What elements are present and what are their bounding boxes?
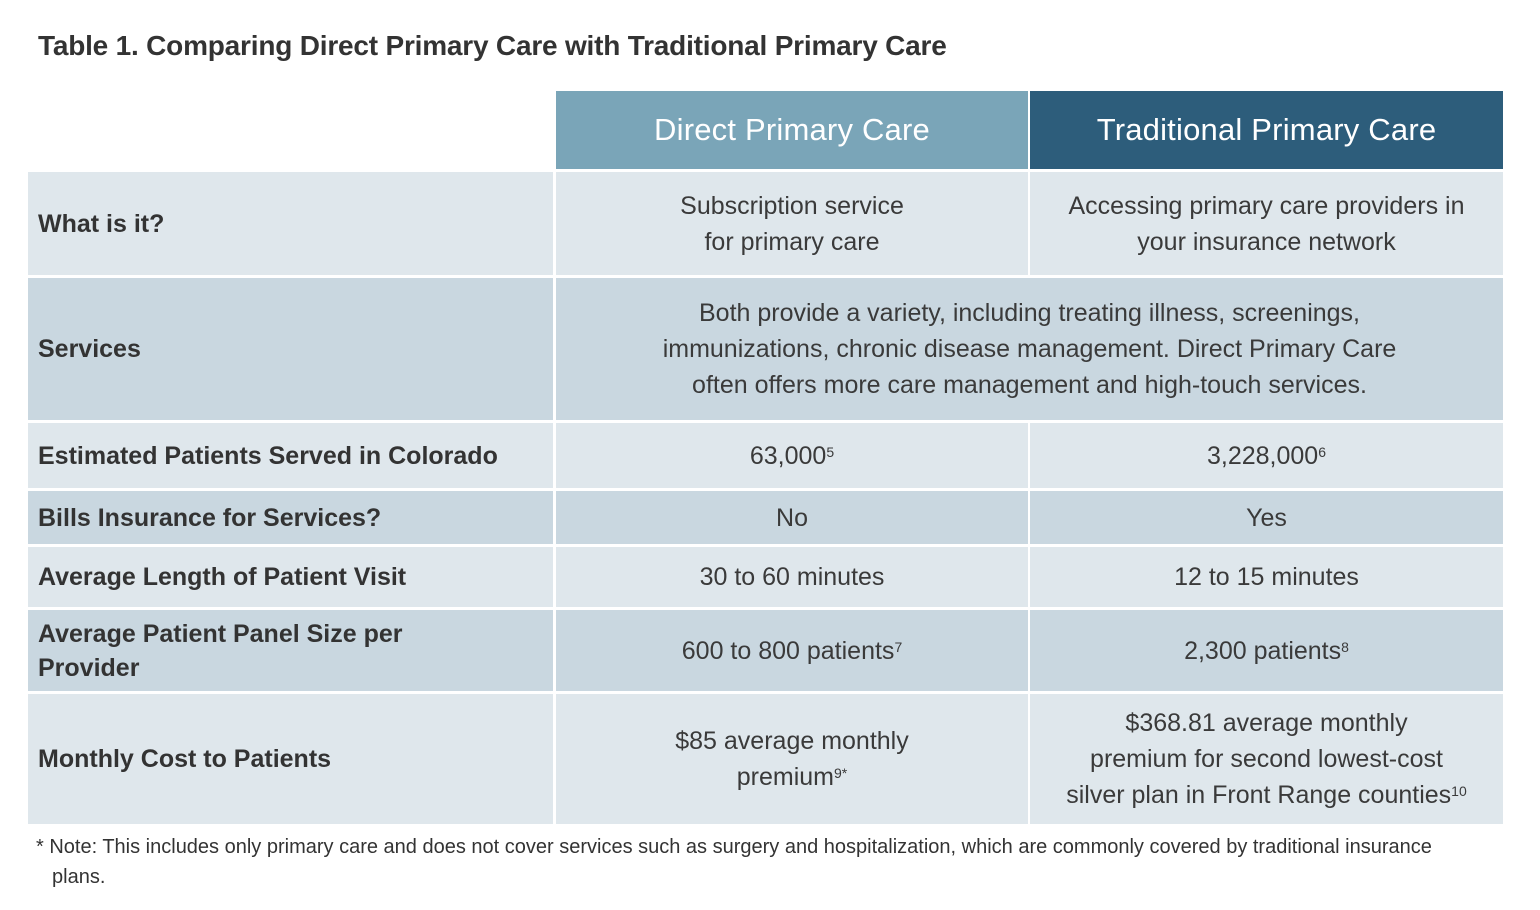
cell-text: 2,300 patients bbox=[1184, 636, 1342, 665]
cell-text: 600 to 800 patients bbox=[681, 636, 895, 665]
cell-bills-tpc: Yes bbox=[1030, 488, 1503, 544]
footnote-ref: 5 bbox=[826, 443, 835, 460]
row-label-monthly-cost: Monthly Cost to Patients bbox=[28, 691, 556, 824]
cell-visit-tpc: 12 to 15 minutes bbox=[1030, 544, 1503, 607]
row-label-what-is-it: What is it? bbox=[28, 169, 556, 275]
cell-patients-tpc: 3,228,0006 bbox=[1030, 420, 1503, 488]
row-label-patients: Estimated Patients Served in Colorado bbox=[28, 420, 556, 488]
table-row-patients: Estimated Patients Served in Colorado 63… bbox=[28, 420, 1503, 488]
row-label-panel-size: Average Patient Panel Size per Provider bbox=[28, 607, 556, 691]
table-row-services: Services Both provide a variety, includi… bbox=[28, 275, 1503, 420]
cell-services-both: Both provide a variety, including treati… bbox=[556, 275, 1503, 420]
cell-bills-dpc: No bbox=[556, 488, 1030, 544]
table-row-monthly-cost: Monthly Cost to Patients $85 average mon… bbox=[28, 691, 1503, 824]
cell-text: Accessing primary care providers in bbox=[1068, 191, 1465, 220]
cell-text: premium bbox=[736, 763, 834, 791]
cell-what-tpc: Accessing primary care providers in your… bbox=[1030, 169, 1503, 275]
footnote-ref: 9* bbox=[834, 765, 848, 781]
cell-text: Subscription service bbox=[680, 191, 904, 220]
cell-text: immunizations, chronic disease managemen… bbox=[662, 335, 1397, 363]
cell-text: your insurance network bbox=[1137, 227, 1396, 256]
table-row-panel-size: Average Patient Panel Size per Provider … bbox=[28, 607, 1503, 691]
footnote-ref: 8 bbox=[1341, 638, 1349, 655]
cell-text: silver plan in Front Range counties bbox=[1066, 781, 1452, 809]
cell-text: $368.81 average monthly bbox=[1125, 709, 1408, 737]
row-label-bills-insurance: Bills Insurance for Services? bbox=[28, 488, 556, 544]
row-label-text: Provider bbox=[38, 653, 140, 682]
cell-patients-dpc: 63,0005 bbox=[556, 420, 1030, 488]
footnote-ref: 7 bbox=[894, 638, 903, 655]
cell-panel-tpc: 2,300 patients8 bbox=[1030, 607, 1503, 691]
column-header-direct-primary-care: Direct Primary Care bbox=[556, 91, 1030, 169]
footnote-ref: 6 bbox=[1318, 443, 1326, 460]
cell-text: for primary care bbox=[704, 227, 880, 256]
cell-text: often offers more care management and hi… bbox=[692, 371, 1367, 399]
cell-cost-dpc: $85 average monthly premium9* bbox=[556, 691, 1030, 824]
comparison-table: Direct Primary Care Traditional Primary … bbox=[28, 91, 1503, 824]
row-label-visit-length: Average Length of Patient Visit bbox=[28, 544, 556, 607]
column-header-traditional-primary-care: Traditional Primary Care bbox=[1030, 91, 1503, 169]
cell-text: 3,228,000 bbox=[1206, 441, 1319, 470]
row-label-services: Services bbox=[28, 275, 556, 420]
cell-text: $85 average monthly bbox=[675, 727, 909, 755]
header-blank-cell bbox=[28, 91, 556, 169]
header-row: Direct Primary Care Traditional Primary … bbox=[28, 91, 1503, 169]
cell-text: premium for second lowest-cost bbox=[1090, 745, 1443, 773]
cell-text: Both provide a variety, including treati… bbox=[699, 299, 1360, 327]
footnote-note: * Note: This includes only primary care … bbox=[36, 836, 1432, 888]
cell-cost-tpc: $368.81 average monthly premium for seco… bbox=[1030, 691, 1503, 824]
cell-visit-dpc: 30 to 60 minutes bbox=[556, 544, 1030, 607]
table-row-what-is-it: What is it? Subscription service for pri… bbox=[28, 169, 1503, 275]
table-row-visit-length: Average Length of Patient Visit 30 to 60… bbox=[28, 544, 1503, 607]
row-label-text: Average Patient Panel Size per bbox=[38, 619, 403, 648]
footnote-ref: 10 bbox=[1451, 783, 1467, 799]
table-row-bills-insurance: Bills Insurance for Services? No Yes bbox=[28, 488, 1503, 544]
cell-panel-dpc: 600 to 800 patients7 bbox=[556, 607, 1030, 691]
table-title: Table 1. Comparing Direct Primary Care w… bbox=[38, 30, 947, 61]
cell-text: 63,000 bbox=[749, 441, 827, 470]
cell-what-dpc: Subscription service for primary care bbox=[556, 169, 1030, 275]
